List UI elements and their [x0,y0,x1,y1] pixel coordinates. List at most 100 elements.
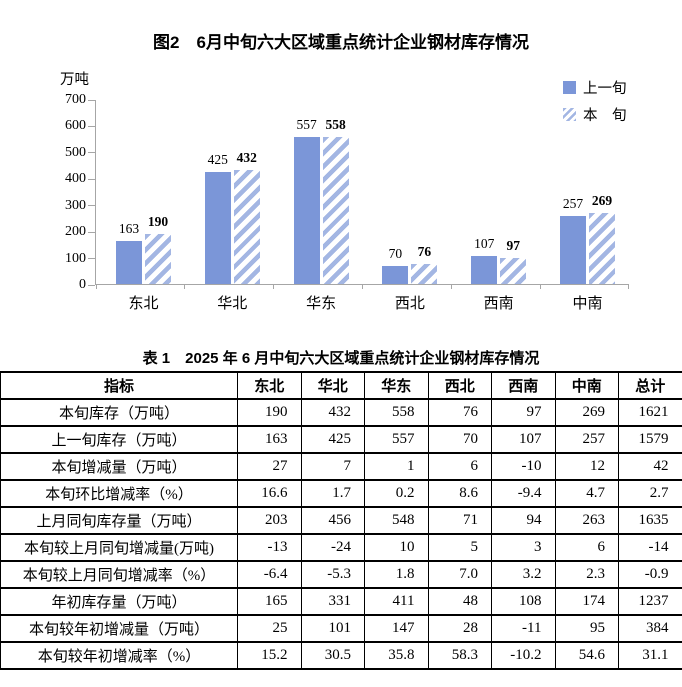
value-cell: 2.7 [618,479,682,508]
row-label-cell: 本旬库存（万吨） [0,398,238,427]
x-axis-tick-mark [450,284,452,289]
x-axis-tick-mark [273,284,275,289]
bar-value-label: 190 [147,213,169,229]
value-cell: 0.2 [364,479,429,508]
table-row: 本旬增减量（万吨） 27 7 1 6 -10 12 42 [0,452,682,481]
x-category-label-0: 东北 [128,296,159,312]
y-axis-tick-label: 200 [65,224,86,240]
bar-current-4: 97 [500,238,527,284]
bar-value-label: 557 [296,116,317,132]
value-cell: 76 [427,398,492,427]
x-category-label-1: 华北 [217,296,248,312]
table-row: 本旬环比增减率（%） 16.6 1.7 0.2 8.6 -9.4 4.7 2.7 [0,479,682,508]
value-cell: 174 [554,587,619,616]
value-cell: -14 [618,533,682,562]
y-axis-tick-mark [88,205,95,207]
legend-swatch-solid-icon [563,81,576,94]
inventory-data-table: 指标 东北 华北 华东 西北 西南 中南 总计 本旬库存（万吨） 190 432 558 76 97 26… [0,371,682,670]
legend-label-previous: 上一旬 [583,81,627,97]
value-cell: 411 [364,587,429,616]
bar-current-3: 76 [411,244,438,284]
bar-value-label: 163 [118,220,140,236]
bar-chart-figure: 图2 6月中旬六大区域重点统计企业钢材库存情况 万吨 上一旬 本 旬 700 60… [0,0,682,341]
y-axis-tick-label: 400 [65,171,86,187]
legend-item-previous: 上一旬 [563,74,627,101]
y-axis-tick-label: 100 [65,250,86,266]
value-cell: 4.7 [554,479,619,508]
value-cell: 263 [554,506,619,535]
table-header-cell: 西北 [427,371,492,400]
value-cell: -13 [237,533,302,562]
value-cell: 257 [554,425,619,454]
value-cell: 165 [237,587,302,616]
value-cell: 203 [237,506,302,535]
y-axis-tick-mark [88,125,95,127]
bar-previous-5: 257 [560,196,586,284]
row-label-cell: 本旬较年初增减量（万吨） [0,614,238,643]
table-row: 本旬较上月同旬增减量(万吨) -13 -24 10 5 3 6 -14 [0,533,682,562]
value-cell: 432 [300,398,365,427]
y-axis-tick-mark [88,152,95,154]
bar-value-label: 257 [562,196,584,212]
legend-swatch-hatch-icon [563,108,576,121]
x-category-label-2: 华东 [306,296,337,312]
value-cell: 6 [554,533,619,562]
value-cell: 548 [364,506,429,535]
value-cell: 1.7 [300,479,365,508]
value-cell: 54.6 [554,641,619,670]
y-axis-tick-mark [88,258,95,260]
bar-previous-2: 557 [293,117,320,284]
bar-current-5: 269 [589,193,615,284]
row-label-cell: 年初库存量（万吨） [0,587,238,616]
value-cell: 269 [554,398,619,427]
value-cell: 6 [427,452,492,481]
value-cell: 58.3 [427,641,492,670]
value-cell: -9.4 [491,479,556,508]
value-cell: 10 [364,533,429,562]
value-cell: 147 [364,614,429,643]
table-header-cell: 华北 [300,371,365,400]
value-cell: -5.3 [300,560,365,589]
table-row: 本旬较年初增减量（万吨） 25 101 147 28 -11 95 384 [0,614,682,643]
legend-label-current: 本 旬 [583,108,627,124]
value-cell: 42 [618,452,682,481]
row-label-cell: 本旬较上月同旬增减量(万吨) [0,533,238,562]
table-header-cell: 东北 [237,371,302,400]
table-header-cell: 华东 [364,371,429,400]
value-cell: 30.5 [300,641,365,670]
bar-previous-4: 107 [471,236,498,284]
value-cell: 27 [237,452,302,481]
y-axis-tick-label: 0 [79,277,86,292]
x-axis-tick-mark [184,284,186,289]
bar-value-label: 432 [236,149,257,165]
value-cell: 28 [427,614,492,643]
legend-item-current: 本 旬 [563,101,627,128]
bar-value-label: 70 [388,245,403,261]
value-cell: 1.8 [364,560,429,589]
value-cell: 31.1 [618,641,682,670]
bar-value-label: 269 [591,192,613,208]
bar-current-0: 190 [145,214,171,284]
value-cell: 12 [554,452,619,481]
value-cell: 7.0 [427,560,492,589]
row-label-cell: 本旬较上月同旬增减率（%） [0,560,238,589]
value-cell: 95 [554,614,619,643]
value-cell: 15.2 [237,641,302,670]
y-axis-tick-mark [88,231,95,233]
value-cell: 8.6 [427,479,492,508]
value-cell: 2.3 [554,560,619,589]
bar-previous-0: 163 [116,221,142,284]
value-cell: 557 [364,425,429,454]
x-category-label-3: 西北 [394,296,425,312]
value-cell: 107 [491,425,556,454]
row-label-cell: 上月同旬库存量（万吨） [0,506,238,535]
value-cell: -10.2 [491,641,556,670]
value-cell: 5 [427,533,492,562]
value-cell: -6.4 [237,560,302,589]
table-title: 表 1 2025 年 6 月中旬六大区域重点统计企业钢材库存情况 [142,350,540,367]
value-cell: 1635 [618,506,682,535]
y-axis-tick-label: 600 [65,118,86,134]
y-axis-unit-label: 万吨 [60,72,89,88]
bar-value-label: 558 [325,116,346,132]
value-cell: 25 [237,614,302,643]
